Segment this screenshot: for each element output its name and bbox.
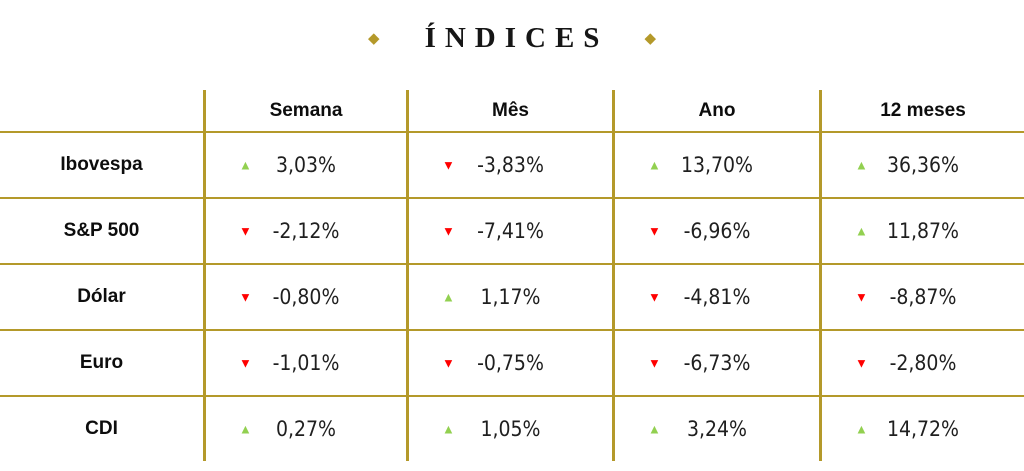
cell-value: 13,70% xyxy=(680,153,754,177)
value-cell: 3,03% xyxy=(203,133,406,197)
up-triangle-icon xyxy=(855,159,868,172)
value-cell: -2,80% xyxy=(819,331,1024,395)
down-triangle-icon xyxy=(855,291,868,304)
cell-value: -8,87% xyxy=(889,285,957,309)
value-cell: 1,05% xyxy=(406,397,612,461)
up-triangle-icon xyxy=(648,159,661,172)
value-cell: -0,80% xyxy=(203,265,406,329)
value-cell: 0,27% xyxy=(203,397,406,461)
value-cell: 36,36% xyxy=(819,133,1024,197)
value-cell: -8,87% xyxy=(819,265,1024,329)
value-cell: -6,73% xyxy=(612,331,819,395)
cell-value: -7,41% xyxy=(477,219,544,243)
value-cell: -6,96% xyxy=(612,199,819,263)
row-label: CDI xyxy=(85,418,118,439)
down-triangle-icon xyxy=(442,357,455,370)
cell-value: -6,96% xyxy=(683,219,751,243)
cell-value: 1,05% xyxy=(480,417,541,441)
row-label: Euro xyxy=(79,352,124,373)
down-triangle-icon xyxy=(648,357,661,370)
header-cell-12meses: 12 meses xyxy=(819,90,1024,131)
page-title: ÍNDICES xyxy=(424,21,609,54)
cell-value: 1,17% xyxy=(480,285,541,309)
down-triangle-icon xyxy=(239,225,252,238)
up-triangle-icon xyxy=(855,225,868,238)
cell-value: 11,87% xyxy=(886,219,960,243)
value-cell: -2,12% xyxy=(203,199,406,263)
cell-value: -6,73% xyxy=(683,351,751,375)
up-triangle-icon xyxy=(239,159,252,172)
cell-value: -4,81% xyxy=(683,285,751,309)
table-row-sp500: S&P 500 -2,12% -7,41% -6,96% 11,87% xyxy=(0,199,1024,265)
value-cell: -1,01% xyxy=(203,331,406,395)
value-cell: 11,87% xyxy=(819,199,1024,263)
header-cell-semana: Semana xyxy=(203,90,406,131)
diamond-icon: ◆ xyxy=(644,29,656,47)
value-cell: -7,41% xyxy=(406,199,612,263)
down-triangle-icon xyxy=(442,225,455,238)
indices-table: Semana Mês Ano 12 meses Ibovespa 3,03% -… xyxy=(0,90,1024,461)
value-cell: 1,17% xyxy=(406,265,612,329)
header-cell-empty xyxy=(0,90,203,131)
down-triangle-icon xyxy=(239,357,252,370)
header-cell-ano: Ano xyxy=(612,90,819,131)
down-triangle-icon xyxy=(442,159,455,172)
table-row-euro: Euro -1,01% -0,75% -6,73% -2,80% xyxy=(0,331,1024,397)
cell-value: -2,80% xyxy=(889,351,957,375)
column-header-label: 12 meses xyxy=(880,99,966,121)
up-triangle-icon xyxy=(239,423,252,436)
table-row-cdi: CDI 0,27% 1,05% 3,24% 14,72% xyxy=(0,397,1024,461)
value-cell: 13,70% xyxy=(612,133,819,197)
table-row-ibovespa: Ibovespa 3,03% -3,83% 13,70% 36,36% xyxy=(0,133,1024,199)
down-triangle-icon xyxy=(239,291,252,304)
down-triangle-icon xyxy=(648,225,661,238)
row-label: S&P 500 xyxy=(63,220,140,241)
value-cell: -0,75% xyxy=(406,331,612,395)
cell-value: -3,83% xyxy=(477,153,544,177)
column-header-label: Semana xyxy=(269,99,343,121)
cell-value: 3,03% xyxy=(275,153,336,177)
up-triangle-icon xyxy=(442,423,455,436)
cell-value: -0,75% xyxy=(477,351,544,375)
row-label: Ibovespa xyxy=(60,154,143,175)
cell-value: -2,12% xyxy=(272,219,340,243)
row-label: Dólar xyxy=(77,286,126,307)
column-header-label: Mês xyxy=(492,99,529,121)
cell-value: 36,36% xyxy=(886,153,960,177)
cell-value: 3,24% xyxy=(686,417,747,441)
diamond-icon: ◆ xyxy=(368,29,380,47)
value-cell: -4,81% xyxy=(612,265,819,329)
table-row-dolar: Dólar -0,80% 1,17% -4,81% -8,87% xyxy=(0,265,1024,331)
down-triangle-icon xyxy=(648,291,661,304)
header-row: Semana Mês Ano 12 meses xyxy=(0,90,1024,133)
title-bar: ◆ ÍNDICES ◆ xyxy=(0,16,1024,60)
down-triangle-icon xyxy=(855,357,868,370)
up-triangle-icon xyxy=(442,291,455,304)
up-triangle-icon xyxy=(648,423,661,436)
cell-value: -0,80% xyxy=(272,285,340,309)
cell-value: -1,01% xyxy=(272,351,340,375)
value-cell: 14,72% xyxy=(819,397,1024,461)
up-triangle-icon xyxy=(855,423,868,436)
column-header-label: Ano xyxy=(698,99,736,121)
value-cell: -3,83% xyxy=(406,133,612,197)
header-cell-mes: Mês xyxy=(406,90,612,131)
value-cell: 3,24% xyxy=(612,397,819,461)
cell-value: 14,72% xyxy=(886,417,960,441)
cell-value: 0,27% xyxy=(275,417,336,441)
